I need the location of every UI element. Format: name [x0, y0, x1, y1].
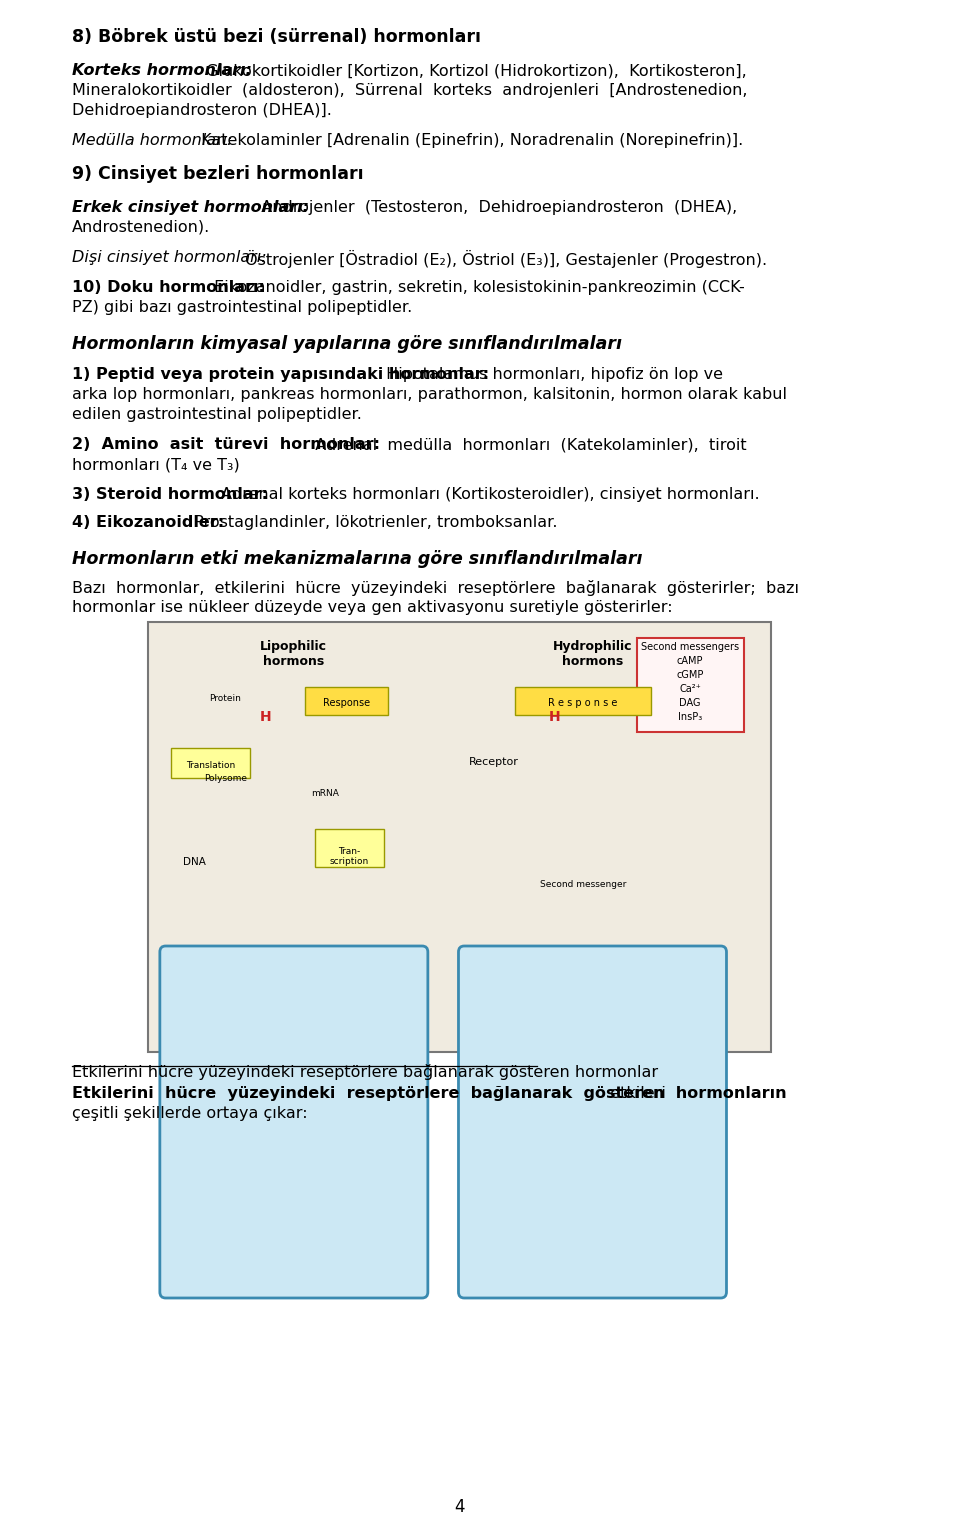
Text: H: H — [259, 711, 271, 724]
Text: Hipotalamus hormonları, hipofiz ön lop ve: Hipotalamus hormonları, hipofiz ön lop v… — [381, 368, 724, 381]
Text: hormonları (T₄ ve T₃): hormonları (T₄ ve T₃) — [72, 458, 240, 473]
FancyBboxPatch shape — [171, 747, 250, 778]
Text: DNA: DNA — [182, 857, 205, 868]
Text: cAMP
cGMP
Ca²⁺
DAG
InsP₃: cAMP cGMP Ca²⁺ DAG InsP₃ — [677, 656, 704, 721]
FancyBboxPatch shape — [305, 686, 388, 715]
Text: Erkek cinsiyet hormonları:: Erkek cinsiyet hormonları: — [72, 200, 309, 215]
Text: Tran-
scription: Tran- scription — [329, 846, 369, 866]
Text: 8) Böbrek üstü bezi (sürrenal) hormonları: 8) Böbrek üstü bezi (sürrenal) hormonlar… — [72, 27, 481, 46]
Text: mRNA: mRNA — [311, 788, 339, 798]
Text: Bazı  hormonlar,  etkilerini  hücre  yüzeyindeki  reseptörlere  bağlanarak  göst: Bazı hormonlar, etkilerini hücre yüzeyin… — [72, 580, 799, 596]
Text: Lipophilic
hormons: Lipophilic hormons — [260, 640, 327, 668]
FancyBboxPatch shape — [515, 686, 651, 715]
Text: Prostaglandinler, lökotrienler, tromboksanlar.: Prostaglandinler, lökotrienler, tromboks… — [189, 515, 557, 531]
Text: R e s p o n s e: R e s p o n s e — [548, 698, 617, 708]
Text: 1) Peptid veya protein yapısındaki hormonlar:: 1) Peptid veya protein yapısındaki hormo… — [72, 368, 489, 381]
FancyBboxPatch shape — [459, 946, 727, 1298]
Text: PZ) gibi bazı gastrointestinal polipeptidler.: PZ) gibi bazı gastrointestinal polipepti… — [72, 300, 412, 316]
Text: Second messenger: Second messenger — [540, 880, 626, 889]
Text: arka lop hormonları, pankreas hormonları, parathormon, kalsitonin, hormon olarak: arka lop hormonları, pankreas hormonları… — [72, 387, 787, 403]
Text: 3) Steroid hormonlar:: 3) Steroid hormonlar: — [72, 486, 268, 502]
Text: Dehidroepiandrosteron (DHEA)].: Dehidroepiandrosteron (DHEA)]. — [72, 104, 331, 117]
FancyBboxPatch shape — [149, 622, 771, 1052]
Text: hormonlar ise nükleer düzeyde veya gen aktivasyonu suretiyle gösterirler:: hormonlar ise nükleer düzeyde veya gen a… — [72, 599, 672, 615]
Text: Etkilerini hücre yüzeyindeki reseptörlere bağlanarak gösteren hormonlar: Etkilerini hücre yüzeyindeki reseptörler… — [72, 1064, 658, 1080]
FancyBboxPatch shape — [315, 830, 384, 868]
Text: Translation: Translation — [186, 761, 235, 770]
Text: Androstenedion).: Androstenedion). — [72, 220, 210, 235]
FancyBboxPatch shape — [636, 637, 744, 732]
Text: Receptor: Receptor — [469, 756, 519, 767]
Text: çeşitli şekillerde ortaya çıkar:: çeşitli şekillerde ortaya çıkar: — [72, 1106, 307, 1121]
Text: Androjenler  (Testosteron,  Dehidroepiandrosteron  (DHEA),: Androjenler (Testosteron, Dehidroepiandr… — [251, 200, 737, 215]
Text: 4) Eikozanoidler:: 4) Eikozanoidler: — [72, 515, 224, 531]
Text: Eikozanoidler, gastrin, sekretin, kolesistokinin-pankreozimin (CCK-: Eikozanoidler, gastrin, sekretin, kolesi… — [209, 281, 745, 294]
Text: 2)  Amino  asit  türevi  hormonlar:: 2) Amino asit türevi hormonlar: — [72, 438, 380, 451]
Text: 9) Cinsiyet bezleri hormonları: 9) Cinsiyet bezleri hormonları — [72, 165, 364, 183]
Text: Hormonların kimyasal yapılarına göre sınıflandırılmaları: Hormonların kimyasal yapılarına göre sın… — [72, 336, 622, 352]
Text: Katekolaminler [Adrenalin (Epinefrin), Noradrenalin (Norepinefrin)].: Katekolaminler [Adrenalin (Epinefrin), N… — [196, 133, 743, 148]
Text: etkileri: etkileri — [600, 1086, 665, 1101]
Text: Hydrophilic
hormons: Hydrophilic hormons — [553, 640, 633, 668]
Text: Adrenal  medülla  hormonları  (Katekolaminler),  tiroit: Adrenal medülla hormonları (Katekolaminl… — [305, 438, 747, 451]
Text: Östrojenler [Östradiol (E₂), Östriol (E₃)], Gestajenler (Progestron).: Östrojenler [Östradiol (E₂), Östriol (E₃… — [240, 250, 767, 268]
Text: 10) Doku hormonları:: 10) Doku hormonları: — [72, 281, 265, 294]
Text: Polysome: Polysome — [204, 775, 247, 782]
Text: Adrenal korteks hormonları (Kortikosteroidler), cinsiyet hormonları.: Adrenal korteks hormonları (Kortikostero… — [216, 486, 760, 502]
Text: Mineralokortikoidler  (aldosteron),  Sürrenal  korteks  androjenleri  [Androsten: Mineralokortikoidler (aldosteron), Sürre… — [72, 82, 747, 98]
Text: Etkilerini  hücre  yüzeyindeki  reseptörlere  bağlanarak  gösteren  hormonların: Etkilerini hücre yüzeyindeki reseptörler… — [72, 1086, 786, 1101]
Text: Dişi cinsiyet hormonları:: Dişi cinsiyet hormonları: — [72, 250, 267, 265]
Text: Hormonların etki mekanizmalarına göre sınıflandırılmaları: Hormonların etki mekanizmalarına göre sı… — [72, 551, 642, 567]
Text: Glukokortikoidler [Kortizon, Kortizol (Hidrokortizon),  Kortikosteron],: Glukokortikoidler [Kortizon, Kortizol (H… — [202, 63, 747, 78]
Text: Protein: Protein — [208, 694, 241, 703]
Text: Medülla hormonları:: Medülla hormonları: — [72, 133, 232, 148]
Text: 4: 4 — [454, 1498, 465, 1516]
Text: Response: Response — [323, 698, 370, 708]
Text: Second messengers: Second messengers — [641, 642, 739, 653]
Text: H: H — [548, 711, 560, 724]
FancyBboxPatch shape — [160, 946, 428, 1298]
Text: edilen gastrointestinal polipeptidler.: edilen gastrointestinal polipeptidler. — [72, 407, 362, 422]
Text: Korteks hormonları:: Korteks hormonları: — [72, 63, 252, 78]
